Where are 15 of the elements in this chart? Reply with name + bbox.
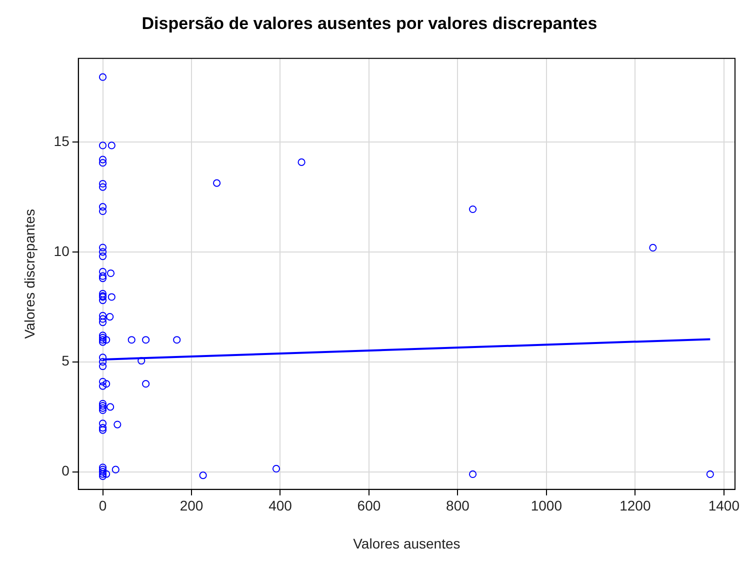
y-tick-label: 5	[62, 352, 70, 369]
chart-title: Dispersão de valores ausentes por valores discrepantes	[142, 14, 598, 33]
x-tick-label: 1000	[530, 498, 562, 514]
y-tick-label: 0	[62, 462, 70, 479]
x-axis-title: Valores ausentes	[353, 535, 460, 552]
x-tick-label: 600	[357, 498, 381, 514]
x-tick-label: 1400	[708, 498, 740, 514]
x-tick-label: 200	[180, 498, 204, 514]
x-tick-label: 800	[446, 498, 470, 514]
y-axis-title: Valores discrepantes	[21, 209, 38, 339]
x-tick-label: 0	[98, 498, 107, 514]
y-tick-label: 10	[54, 242, 70, 259]
x-tick-label: 400	[268, 498, 292, 514]
y-tick-label: 15	[54, 132, 70, 149]
x-tick-label: 1200	[620, 498, 651, 514]
